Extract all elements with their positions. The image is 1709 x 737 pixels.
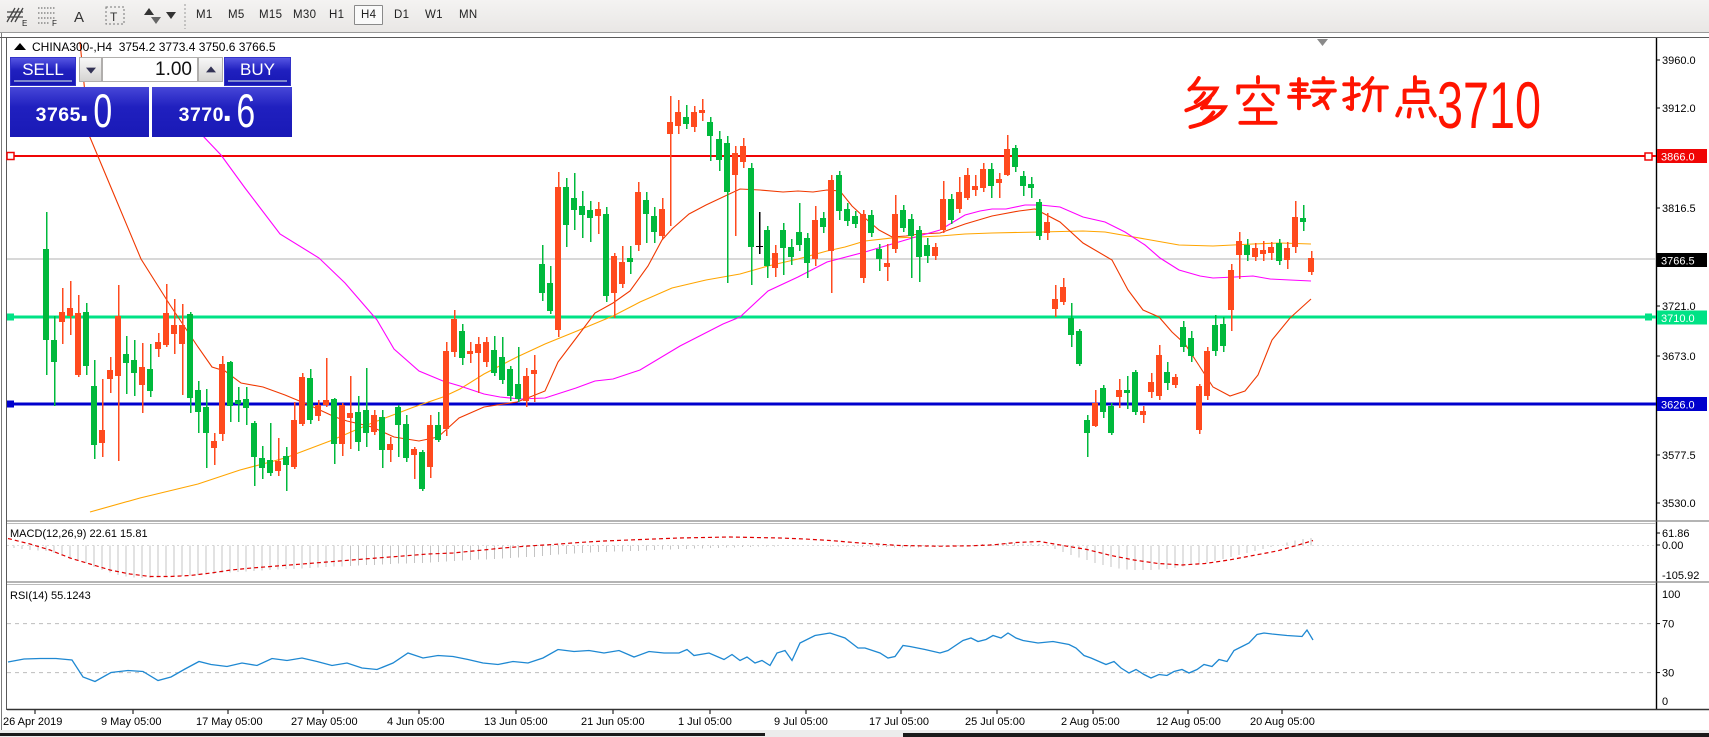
svg-text:3721.0: 3721.0 [1662, 301, 1696, 313]
svg-text:A: A [74, 9, 84, 26]
svg-text:30: 30 [1662, 668, 1674, 680]
svg-text:12 Aug 05:00: 12 Aug 05:00 [1156, 716, 1221, 728]
svg-text:3577.5: 3577.5 [1662, 450, 1696, 462]
svg-text:25 Jul 05:00: 25 Jul 05:00 [965, 716, 1025, 728]
svg-text:3866.0: 3866.0 [1661, 152, 1695, 164]
svg-text:2 Aug 05:00: 2 Aug 05:00 [1061, 716, 1120, 728]
svg-text:-105.92: -105.92 [1662, 570, 1699, 582]
svg-text:3626.0: 3626.0 [1661, 400, 1695, 412]
svg-text:100: 100 [1662, 589, 1680, 601]
svg-text:MACD(12,26,9) 22.61 15.81: MACD(12,26,9) 22.61 15.81 [10, 528, 148, 540]
svg-text:CHINA300-,H4 3754.2 3773.4 37: CHINA300-,H4 3754.2 3773.4 3750.6 3766.5 [32, 40, 276, 54]
svg-text:9 Jul 05:00: 9 Jul 05:00 [774, 716, 828, 728]
svg-text:E: E [22, 19, 27, 28]
svg-text:0: 0 [1662, 696, 1668, 708]
svg-text:1 Jul 05:00: 1 Jul 05:00 [678, 716, 732, 728]
svg-text:26 Apr 2019: 26 Apr 2019 [3, 716, 62, 728]
svg-text:27 May 05:00: 27 May 05:00 [291, 716, 358, 728]
svg-text:17 May 05:00: 17 May 05:00 [196, 716, 263, 728]
svg-text:0.00: 0.00 [1662, 540, 1683, 552]
svg-text:F: F [52, 19, 57, 28]
svg-text:3766.5: 3766.5 [1661, 256, 1695, 268]
svg-text:RSI(14) 55.1243: RSI(14) 55.1243 [10, 590, 91, 602]
svg-text:3710: 3710 [1437, 68, 1541, 142]
svg-text:T: T [110, 10, 118, 24]
svg-text:3816.5: 3816.5 [1662, 203, 1696, 215]
svg-text:9 May 05:00: 9 May 05:00 [101, 716, 162, 728]
svg-text:70: 70 [1662, 619, 1674, 631]
svg-text:3912.0: 3912.0 [1662, 103, 1696, 115]
svg-text:21 Jun 05:00: 21 Jun 05:00 [581, 716, 645, 728]
svg-text:3530.0: 3530.0 [1662, 498, 1696, 510]
svg-text:20 Aug 05:00: 20 Aug 05:00 [1250, 716, 1315, 728]
svg-text:61.86: 61.86 [1662, 528, 1690, 540]
svg-text:3710.0: 3710.0 [1661, 313, 1695, 325]
svg-text:13 Jun 05:00: 13 Jun 05:00 [484, 716, 548, 728]
svg-text:3673.0: 3673.0 [1662, 351, 1696, 363]
svg-text:4 Jun 05:00: 4 Jun 05:00 [387, 716, 445, 728]
svg-text:17 Jul 05:00: 17 Jul 05:00 [869, 716, 929, 728]
svg-text:3960.0: 3960.0 [1662, 55, 1696, 67]
